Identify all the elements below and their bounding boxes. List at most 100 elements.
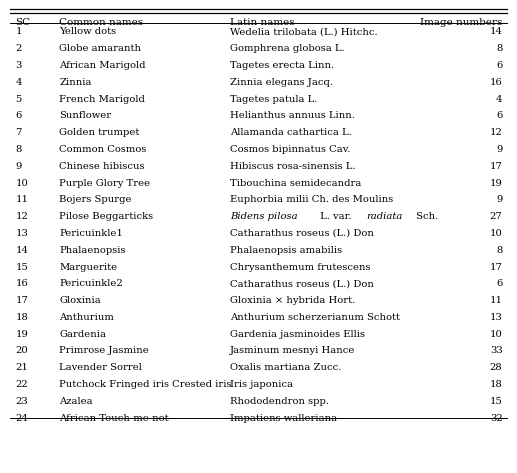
Text: 12: 12 bbox=[16, 212, 28, 221]
Text: Jasminum mesnyi Hance: Jasminum mesnyi Hance bbox=[230, 346, 356, 356]
Text: Rhododendron spp.: Rhododendron spp. bbox=[230, 397, 329, 406]
Text: Primrose Jasmine: Primrose Jasmine bbox=[59, 346, 149, 356]
Text: Tagetes patula L.: Tagetes patula L. bbox=[230, 95, 317, 104]
Text: 9: 9 bbox=[496, 195, 503, 204]
Text: Impatiens walleriana: Impatiens walleriana bbox=[230, 413, 337, 423]
Text: 6: 6 bbox=[496, 61, 503, 70]
Text: 33: 33 bbox=[490, 346, 503, 356]
Text: Bidens pilosa: Bidens pilosa bbox=[230, 212, 298, 221]
Text: 21: 21 bbox=[16, 363, 28, 372]
Text: 22: 22 bbox=[16, 380, 28, 389]
Text: radiata: radiata bbox=[366, 212, 402, 221]
Text: Lavender Sorrel: Lavender Sorrel bbox=[59, 363, 142, 372]
Text: Chinese hibiscus: Chinese hibiscus bbox=[59, 162, 145, 171]
Text: Gomphrena globosa L.: Gomphrena globosa L. bbox=[230, 44, 345, 53]
Text: 7: 7 bbox=[16, 128, 22, 137]
Text: Euphorbia milii Ch. des Moulins: Euphorbia milii Ch. des Moulins bbox=[230, 195, 393, 204]
Text: 3: 3 bbox=[16, 61, 22, 70]
Text: 8: 8 bbox=[496, 246, 503, 255]
Text: L. var.: L. var. bbox=[317, 212, 355, 221]
Text: Zinnia: Zinnia bbox=[59, 78, 92, 87]
Text: Globe amaranth: Globe amaranth bbox=[59, 44, 142, 53]
Text: 17: 17 bbox=[490, 263, 503, 272]
Text: 5: 5 bbox=[16, 95, 22, 104]
Text: Image numbers: Image numbers bbox=[420, 18, 503, 26]
Text: Zinnia elegans Jacq.: Zinnia elegans Jacq. bbox=[230, 78, 333, 87]
Text: 16: 16 bbox=[16, 279, 28, 289]
Text: 16: 16 bbox=[490, 78, 503, 87]
Text: 23: 23 bbox=[16, 397, 28, 406]
Text: 4: 4 bbox=[496, 95, 503, 104]
Text: Pilose Beggarticks: Pilose Beggarticks bbox=[59, 212, 154, 221]
Text: 10: 10 bbox=[490, 229, 503, 238]
Text: Gardenia: Gardenia bbox=[59, 330, 107, 339]
Text: 28: 28 bbox=[490, 363, 503, 372]
Text: Gloxinia: Gloxinia bbox=[59, 296, 101, 305]
Text: Helianthus annuus Linn.: Helianthus annuus Linn. bbox=[230, 112, 355, 121]
Text: Bojers Spurge: Bojers Spurge bbox=[59, 195, 132, 204]
Text: 14: 14 bbox=[490, 27, 503, 36]
Text: Anthurium scherzerianum Schott: Anthurium scherzerianum Schott bbox=[230, 313, 400, 322]
Text: Cosmos bipinnatus Cav.: Cosmos bipinnatus Cav. bbox=[230, 145, 351, 154]
Text: 24: 24 bbox=[16, 413, 28, 423]
Text: Hibiscus rosa-sinensis L.: Hibiscus rosa-sinensis L. bbox=[230, 162, 356, 171]
Text: Phalaenopsis amabilis: Phalaenopsis amabilis bbox=[230, 246, 342, 255]
Text: Gloxinia × hybrida Hort.: Gloxinia × hybrida Hort. bbox=[230, 296, 355, 305]
Text: Catharathus roseus (L.) Don: Catharathus roseus (L.) Don bbox=[230, 279, 374, 289]
Text: Sunflower: Sunflower bbox=[59, 112, 112, 121]
Text: Allamanda cathartica L.: Allamanda cathartica L. bbox=[230, 128, 352, 137]
Text: Gardenia jasminoides Ellis: Gardenia jasminoides Ellis bbox=[230, 330, 365, 339]
Text: 19: 19 bbox=[16, 330, 28, 339]
Text: Tibouchina semidecandra: Tibouchina semidecandra bbox=[230, 178, 361, 188]
Text: Putchock Fringed iris Crested iris: Putchock Fringed iris Crested iris bbox=[59, 380, 232, 389]
Text: Oxalis martiana Zucc.: Oxalis martiana Zucc. bbox=[230, 363, 341, 372]
Text: 17: 17 bbox=[490, 162, 503, 171]
Text: 10: 10 bbox=[490, 330, 503, 339]
Text: 9: 9 bbox=[16, 162, 22, 171]
Text: Chrysanthemum frutescens: Chrysanthemum frutescens bbox=[230, 263, 371, 272]
Text: Catharathus roseus (L.) Don: Catharathus roseus (L.) Don bbox=[230, 229, 374, 238]
Text: 8: 8 bbox=[16, 145, 22, 154]
Text: 20: 20 bbox=[16, 346, 28, 356]
Text: Common Cosmos: Common Cosmos bbox=[59, 145, 147, 154]
Text: Latin names: Latin names bbox=[230, 18, 295, 26]
Text: 18: 18 bbox=[490, 380, 503, 389]
Text: 14: 14 bbox=[16, 246, 28, 255]
Text: 10: 10 bbox=[16, 178, 28, 188]
Text: Golden trumpet: Golden trumpet bbox=[59, 128, 140, 137]
Text: Azalea: Azalea bbox=[59, 397, 93, 406]
Text: 13: 13 bbox=[16, 229, 28, 238]
Text: 6: 6 bbox=[16, 112, 22, 121]
Text: African Touch-me-not: African Touch-me-not bbox=[59, 413, 169, 423]
Text: 1: 1 bbox=[16, 27, 22, 36]
Text: 18: 18 bbox=[16, 313, 28, 322]
Text: 11: 11 bbox=[490, 296, 503, 305]
Text: French Marigold: French Marigold bbox=[59, 95, 145, 104]
Text: 27: 27 bbox=[490, 212, 503, 221]
Text: 2: 2 bbox=[16, 44, 22, 53]
Text: Yellow dots: Yellow dots bbox=[59, 27, 116, 36]
Text: 12: 12 bbox=[490, 128, 503, 137]
Text: Anthurium: Anthurium bbox=[59, 313, 114, 322]
Text: Wedelia trilobata (L.) Hitchc.: Wedelia trilobata (L.) Hitchc. bbox=[230, 27, 378, 36]
Text: African Marigold: African Marigold bbox=[59, 61, 146, 70]
Text: Marguerite: Marguerite bbox=[59, 263, 117, 272]
Text: Purple Glory Tree: Purple Glory Tree bbox=[59, 178, 150, 188]
Text: 4: 4 bbox=[16, 78, 22, 87]
Text: 8: 8 bbox=[496, 44, 503, 53]
Text: 6: 6 bbox=[496, 279, 503, 289]
Text: Tagetes erecta Linn.: Tagetes erecta Linn. bbox=[230, 61, 334, 70]
Text: 6: 6 bbox=[496, 112, 503, 121]
Text: Pericuinkle2: Pericuinkle2 bbox=[59, 279, 123, 289]
Text: 19: 19 bbox=[490, 178, 503, 188]
Text: 17: 17 bbox=[16, 296, 28, 305]
Text: 32: 32 bbox=[490, 413, 503, 423]
Text: 13: 13 bbox=[490, 313, 503, 322]
Text: Pericuinkle1: Pericuinkle1 bbox=[59, 229, 124, 238]
Text: 15: 15 bbox=[16, 263, 28, 272]
Text: 9: 9 bbox=[496, 145, 503, 154]
Text: 15: 15 bbox=[490, 397, 503, 406]
Text: Common names: Common names bbox=[59, 18, 144, 26]
Text: Phalaenopsis: Phalaenopsis bbox=[59, 246, 126, 255]
Text: Sch.: Sch. bbox=[413, 212, 438, 221]
